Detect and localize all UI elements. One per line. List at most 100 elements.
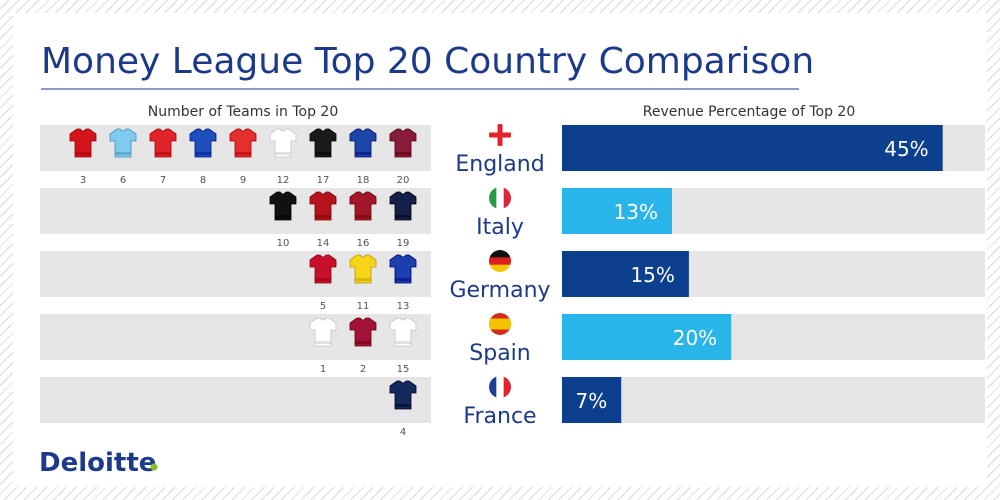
rank-label: 1 bbox=[320, 364, 326, 375]
flag-germany-icon bbox=[489, 250, 511, 272]
kit-icon bbox=[389, 254, 417, 284]
country-row: 3 6 7 8 9 12 17 18 20 England 45% bbox=[40, 124, 985, 186]
country-label: France bbox=[463, 404, 536, 429]
rank-label: 2 bbox=[360, 364, 366, 375]
kit-icon bbox=[309, 254, 337, 284]
kit-icon bbox=[189, 128, 217, 158]
kit-hem bbox=[355, 278, 371, 281]
kit-hem bbox=[315, 341, 331, 344]
rank-label: 11 bbox=[357, 301, 370, 312]
revenue-bar bbox=[562, 377, 622, 423]
kit-shirt bbox=[189, 128, 217, 158]
flag-stripe bbox=[489, 250, 511, 258]
kit-hem bbox=[395, 152, 411, 155]
kit-icon bbox=[109, 128, 137, 158]
revenue-value-label: 7% bbox=[575, 389, 607, 413]
kit-icon bbox=[349, 128, 377, 158]
brand-logo-text: Deloitte bbox=[39, 448, 156, 478]
country-label: Italy bbox=[476, 215, 524, 240]
rank-label: 12 bbox=[277, 175, 290, 186]
kit-shirt bbox=[269, 191, 297, 221]
kit-icon bbox=[389, 380, 417, 410]
kit-hem bbox=[195, 152, 211, 155]
kit-shirt bbox=[269, 128, 297, 158]
flag-stripe bbox=[503, 187, 511, 209]
kit-icon bbox=[149, 128, 177, 158]
kit-shirt bbox=[309, 128, 337, 158]
rank-label: 20 bbox=[397, 175, 410, 186]
kit-hem bbox=[395, 278, 411, 281]
kit-hem bbox=[275, 215, 291, 218]
kit-shirt bbox=[309, 317, 337, 347]
country-label: Spain bbox=[469, 341, 530, 366]
revenue-subtitle: Revenue Percentage of Top 20 bbox=[643, 104, 855, 120]
country-label: England bbox=[455, 152, 544, 177]
flag-stripe bbox=[489, 376, 497, 398]
kit-hem bbox=[75, 152, 91, 155]
brand-logo-dot bbox=[150, 463, 158, 471]
kit-hem bbox=[355, 152, 371, 155]
rank-label: 9 bbox=[240, 175, 246, 186]
kit-icon bbox=[349, 254, 377, 284]
kit-icon bbox=[309, 317, 337, 347]
rank-label: 8 bbox=[200, 175, 206, 186]
flag-cross-h bbox=[489, 132, 511, 138]
kit-shirt bbox=[229, 128, 257, 158]
country-comparison-chart: Money League Top 20 Country Comparison N… bbox=[39, 41, 985, 478]
flag-stripe bbox=[496, 376, 505, 398]
flag-italy-icon bbox=[489, 187, 511, 209]
kit-shirt bbox=[389, 317, 417, 347]
kit-shirt bbox=[389, 191, 417, 221]
rank-label: 19 bbox=[397, 238, 410, 249]
revenue-bar bbox=[562, 251, 689, 297]
kit-shirt bbox=[149, 128, 177, 158]
kit-icon bbox=[389, 191, 417, 221]
revenue-bar bbox=[562, 314, 732, 360]
kit-icon bbox=[269, 128, 297, 158]
country-row: 1 2 15 Spain 20% bbox=[40, 313, 985, 375]
kit-shirt bbox=[309, 254, 337, 284]
kit-hem bbox=[395, 215, 411, 218]
flag-england-icon bbox=[489, 124, 511, 146]
teams-row-bg bbox=[40, 377, 431, 423]
kit-shirt bbox=[349, 191, 377, 221]
chart-title: Money League Top 20 Country Comparison bbox=[41, 41, 814, 82]
kit-hem bbox=[155, 152, 171, 155]
flag-stripe bbox=[489, 257, 511, 266]
kit-hem bbox=[355, 341, 371, 344]
kit-icon bbox=[349, 317, 377, 347]
flag-stripe bbox=[496, 187, 505, 209]
revenue-bar bbox=[562, 125, 943, 171]
revenue-row-bg bbox=[562, 377, 985, 423]
flag-stripe bbox=[489, 187, 497, 209]
revenue-value-label: 15% bbox=[630, 263, 674, 287]
kit-hem bbox=[315, 278, 331, 281]
kit-shirt bbox=[349, 128, 377, 158]
kit-shirt bbox=[309, 191, 337, 221]
revenue-value-label: 20% bbox=[673, 326, 717, 350]
rank-label: 10 bbox=[277, 238, 290, 249]
rank-label: 7 bbox=[160, 175, 166, 186]
flag-stripe bbox=[503, 376, 511, 398]
deloitte-logo: Deloitte bbox=[39, 448, 158, 478]
rank-label: 5 bbox=[320, 301, 326, 312]
country-row: 4 France 7% bbox=[40, 376, 985, 438]
rank-label: 3 bbox=[80, 175, 86, 186]
rank-label: 15 bbox=[397, 364, 410, 375]
rank-label: 16 bbox=[357, 238, 370, 249]
kit-icon bbox=[389, 128, 417, 158]
kit-hem bbox=[315, 215, 331, 218]
rank-label: 13 bbox=[397, 301, 410, 312]
kit-shirt bbox=[389, 254, 417, 284]
country-label: Germany bbox=[449, 278, 550, 303]
rank-label: 17 bbox=[317, 175, 330, 186]
rank-label: 4 bbox=[400, 427, 406, 438]
kit-icon bbox=[309, 128, 337, 158]
country-row: 5 11 13 Germany 15% bbox=[40, 250, 985, 312]
kit-hem bbox=[235, 152, 251, 155]
kit-hem bbox=[115, 152, 131, 155]
kit-shirt bbox=[349, 317, 377, 347]
revenue-value-label: 45% bbox=[884, 137, 928, 161]
kit-icon bbox=[269, 191, 297, 221]
